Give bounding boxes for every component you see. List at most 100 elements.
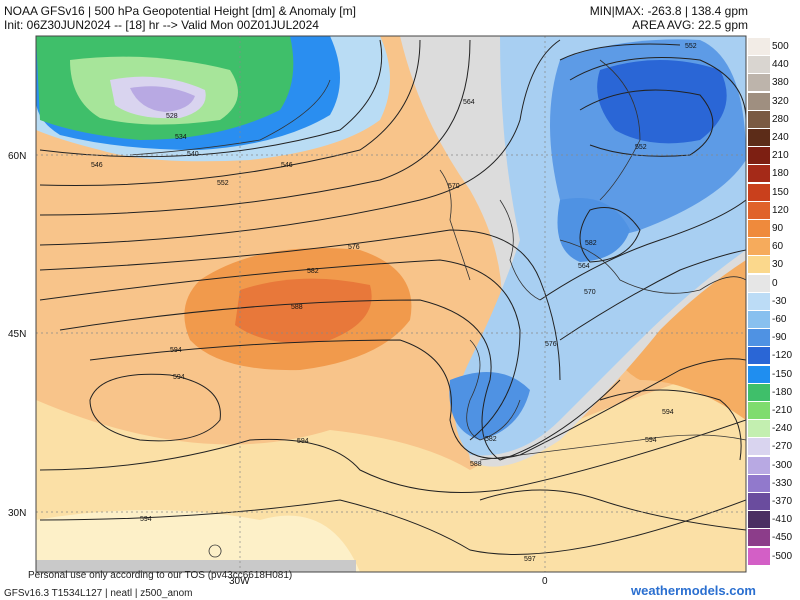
colorbar-label: 210 [772, 150, 789, 162]
contour-label: 546 [281, 162, 293, 169]
colorbar-swatch [748, 529, 770, 547]
footer-model-info: GFSv16.3 T1534L127 | neatl | z500_anom [4, 588, 193, 599]
colorbar-label: -330 [772, 477, 793, 489]
colorbar-label: 440 [772, 59, 789, 71]
contour-label: 594 [173, 374, 185, 381]
colorbar-label: 380 [772, 77, 789, 89]
contour-label: 588 [291, 304, 303, 311]
colorbar-label: -60 [772, 314, 787, 325]
contour-label: 570 [584, 289, 596, 296]
contour-label: 582 [307, 268, 319, 275]
contour-label: 528 [166, 113, 178, 120]
graticule [36, 36, 746, 572]
anomaly-zone-positive-peak [235, 278, 372, 343]
lon-label-0: 0 [542, 576, 548, 587]
contour-label: 594 [140, 516, 152, 523]
contour-label: 594 [645, 437, 657, 444]
colorbar-label: -210 [772, 405, 793, 416]
colorbar-swatch [748, 201, 770, 219]
colorbar-swatch [748, 74, 770, 92]
colorbar-swatch [748, 183, 770, 201]
contour-label: 546 [91, 162, 103, 169]
colorbar-label: -500 [772, 550, 793, 562]
colorbar-swatch [748, 438, 770, 456]
contour-label: 576 [545, 341, 557, 348]
colorbar-swatch [748, 329, 770, 347]
colorbar-label: -370 [772, 496, 793, 507]
footer-disclaimer: Personal use only according to our TOS (… [28, 570, 293, 581]
anomaly-zone-iberia-low [449, 372, 530, 440]
header-area-avg: AREA AVG: 22.5 gpm [632, 18, 748, 32]
colorbar-label: -240 [772, 423, 793, 435]
colorbar-label: 30 [772, 259, 784, 271]
colorbar-swatch [748, 402, 770, 419]
colorbar-swatch [748, 474, 770, 492]
colorbar-label: -450 [772, 532, 793, 544]
colorbar-swatch [748, 420, 770, 438]
colorbar-label: -150 [772, 368, 793, 380]
contour-label: 582 [485, 436, 497, 443]
contour-labels: 528 534 540 546 546 552 552 552 564 570 … [91, 43, 697, 563]
contour-label: 564 [463, 99, 475, 106]
colorbar-swatch [748, 92, 770, 110]
colorbar-label: 150 [772, 186, 789, 198]
colorbar-label: -30 [772, 295, 787, 307]
contour-label: 564 [578, 263, 590, 270]
lat-label-60n: 60N [8, 151, 26, 162]
colorbar-label: 90 [772, 223, 784, 234]
colorbar-label: 60 [772, 241, 784, 253]
colorbar-swatch [748, 547, 770, 565]
colorbar-swatch [748, 220, 770, 237]
lat-label-45n: 45N [8, 329, 26, 340]
colorbar-swatch [748, 110, 770, 128]
contour-label: 552 [217, 180, 229, 187]
colorbar-label: 240 [772, 132, 789, 143]
colorbar-label: 320 [772, 95, 789, 107]
lon-label-30w: 30W [229, 576, 250, 587]
colorbar-swatch [748, 238, 770, 256]
colorbar-swatch [748, 511, 770, 529]
colorbar-swatch [748, 311, 770, 328]
map-frame [35, 35, 747, 573]
colorbar-label: 120 [772, 204, 789, 216]
contour-label: 552 [685, 43, 697, 50]
contour-label: 582 [585, 240, 597, 247]
contour-label: 570 [448, 183, 460, 190]
colorbar-swatch [748, 456, 770, 474]
colorbar-swatch [748, 274, 770, 292]
colorbar-label: -300 [772, 459, 793, 471]
colorbar-label: -410 [772, 514, 793, 526]
colorbar-label: 280 [772, 113, 789, 125]
colorbar-swatch [748, 147, 770, 165]
colorbar-label: -180 [772, 386, 793, 398]
contour-label: 552 [635, 144, 647, 151]
land-strip [36, 560, 356, 572]
contour-label: 540 [187, 151, 199, 158]
contour-label: 588 [470, 461, 482, 468]
header-min-max: MIN|MAX: -263.8 | 138.4 gpm [589, 4, 748, 18]
colorbar-label: 500 [772, 41, 789, 52]
colorbar-label: -120 [772, 350, 793, 362]
credit-link[interactable]: weathermodels.com [631, 583, 756, 598]
anomaly-zone-near-zero [36, 510, 360, 572]
colorbar-swatch [748, 292, 770, 310]
colorbar-label: 0 [772, 277, 778, 289]
header-title: NOAA GFSv16 | 500 hPa Geopotential Heigh… [4, 4, 356, 18]
colorbar-label: 180 [772, 168, 789, 180]
contour-label: 594 [170, 347, 182, 354]
coastlines [129, 59, 746, 558]
lat-label-30n: 30N [8, 508, 26, 519]
anomaly-zone-scandinavia-core [597, 60, 727, 144]
contour-label: 534 [175, 134, 187, 141]
colorbar-swatch [748, 165, 770, 183]
colorbar-swatch [748, 365, 770, 383]
anomaly-zone-greenland-min [130, 86, 195, 112]
header-init-valid: Init: 06Z30JUN2024 -- [18] hr --> Valid … [4, 18, 319, 32]
contour-label: 597 [524, 556, 536, 563]
colorbar-swatch [748, 493, 770, 510]
contour-lines [39, 39, 746, 555]
colorbar-swatch [748, 347, 770, 365]
colorbar-swatch [748, 129, 770, 146]
contour-label: 594 [662, 409, 674, 416]
